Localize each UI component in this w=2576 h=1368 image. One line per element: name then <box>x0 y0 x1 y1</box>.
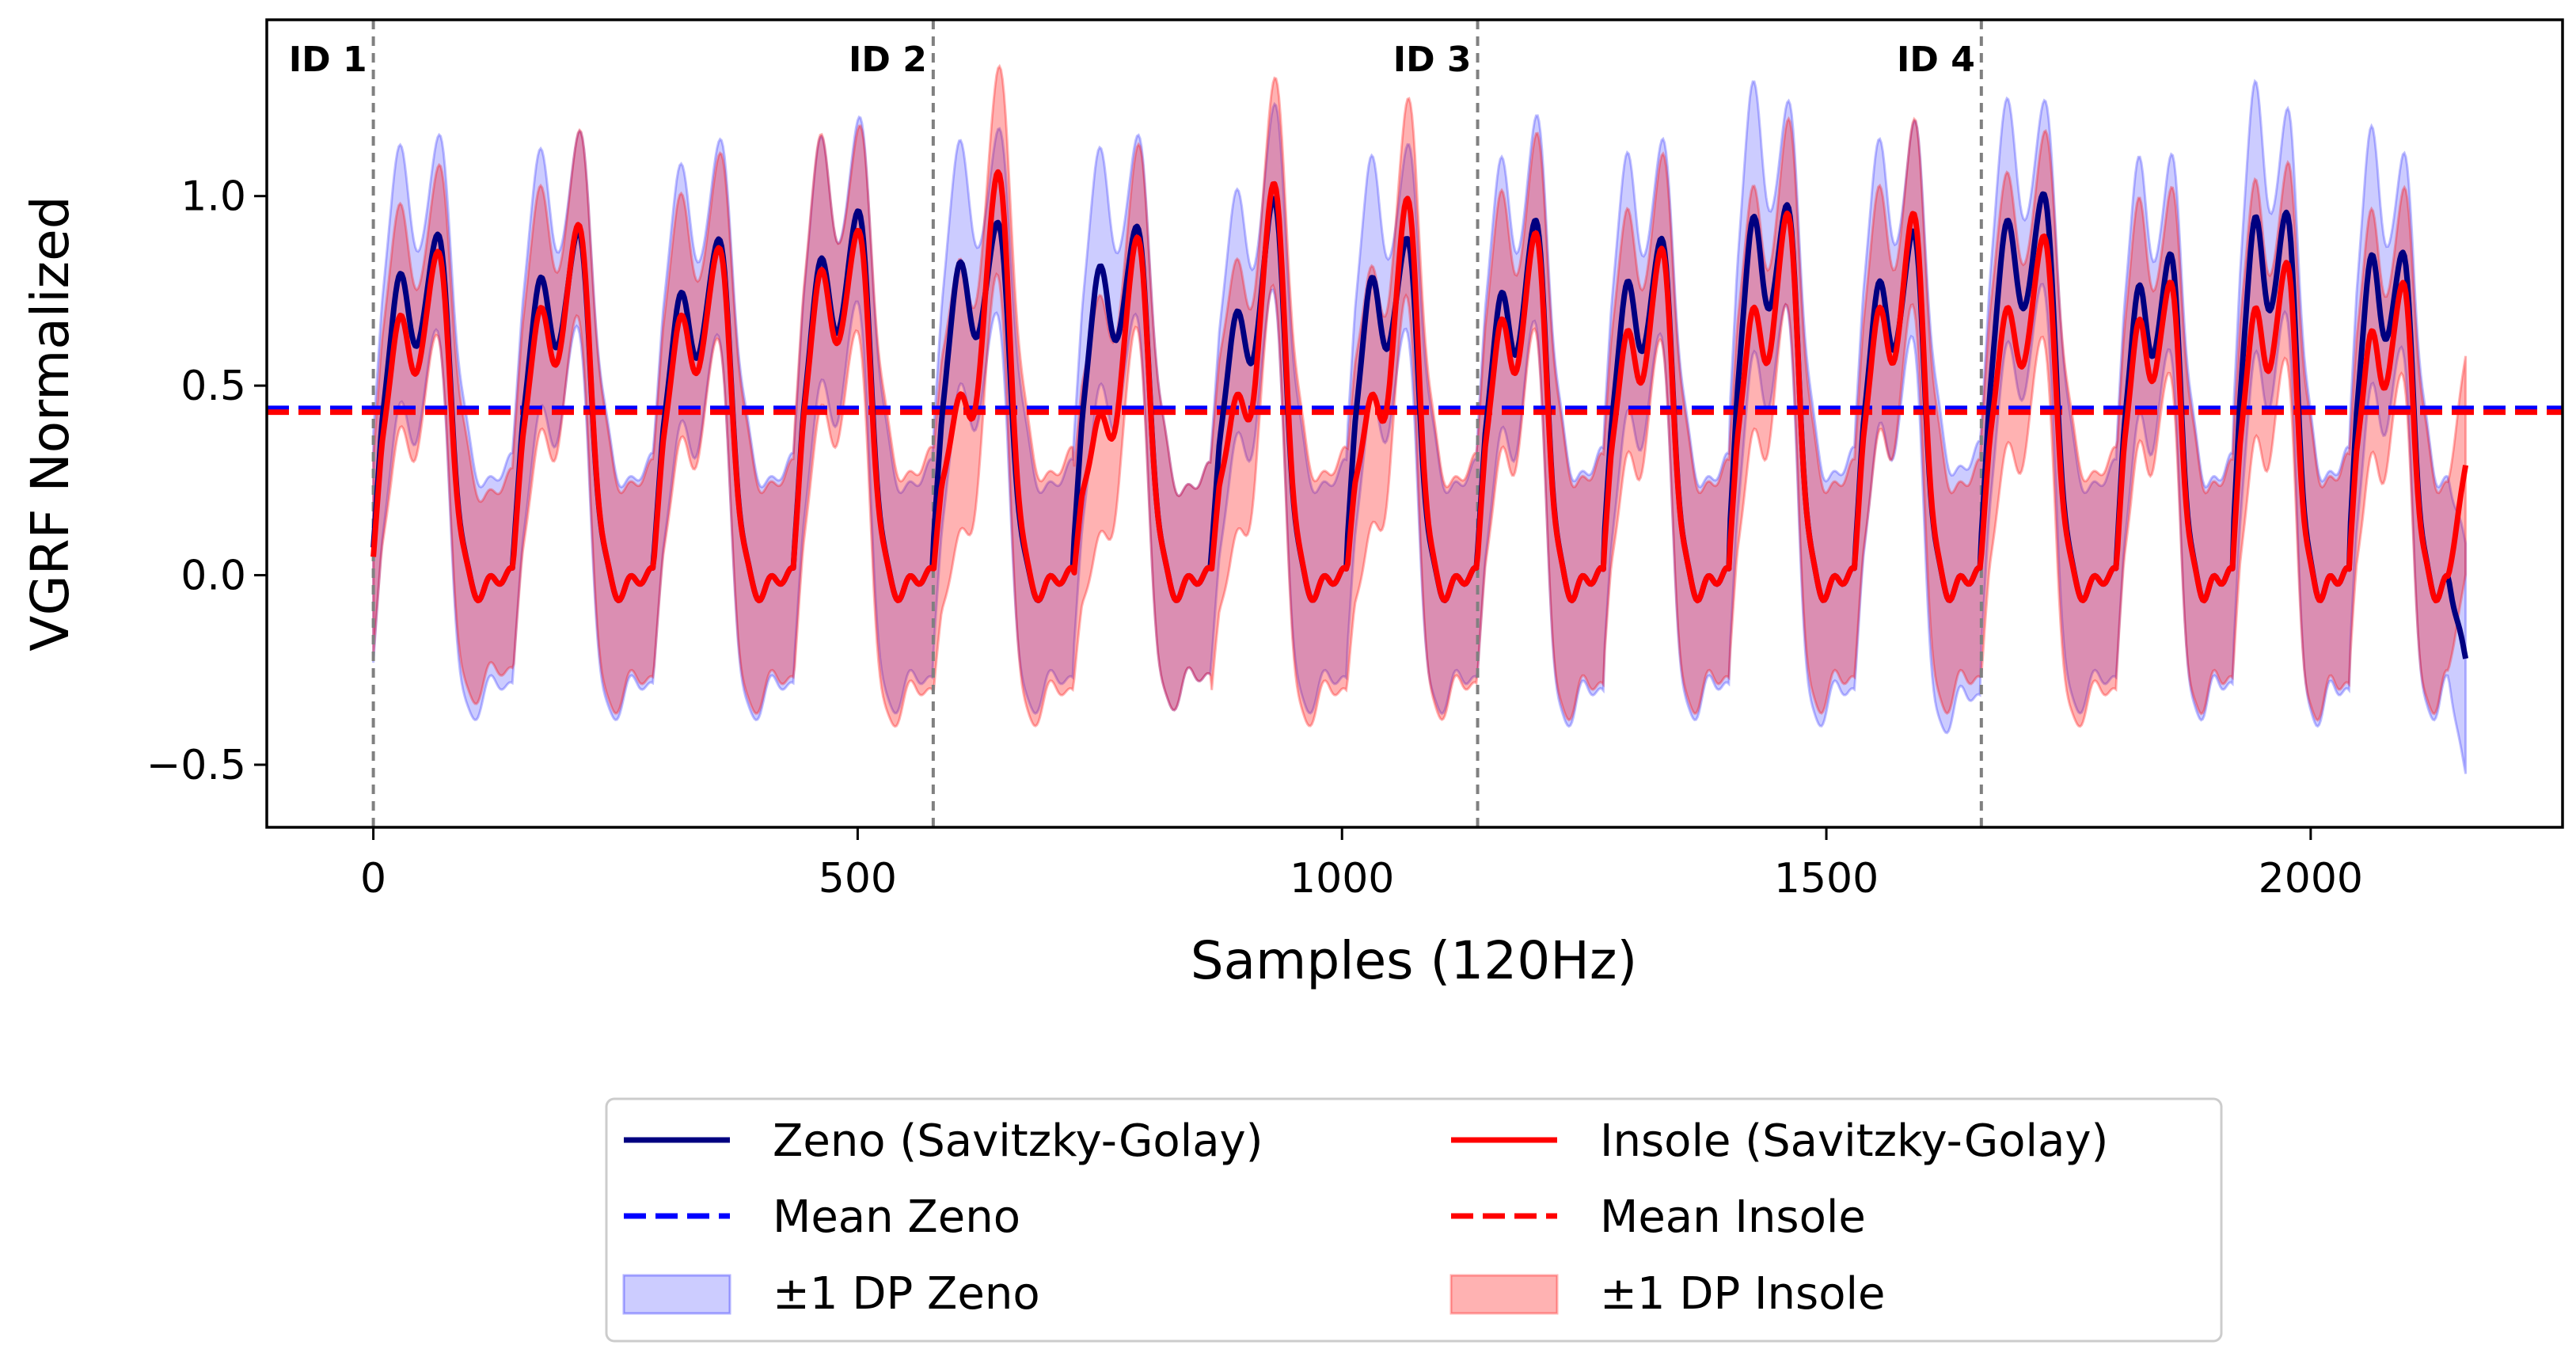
legend-swatch-6 <box>1449 1274 1559 1315</box>
y-tick-label: 0.0 <box>180 553 246 600</box>
y-tick-label: 1.0 <box>180 173 246 221</box>
x-tick-label: 1000 <box>1290 855 1394 902</box>
trial-marker-labels: ID 1 ID 2 ID 3 ID 4 <box>289 40 1975 80</box>
legend-label-3: Mean Zeno <box>773 1191 1020 1243</box>
y-axis-title: VGRF Normalized <box>20 196 81 651</box>
legend-label-4: Mean Insole <box>1600 1191 1866 1243</box>
legend-label-5: ±1 DP Zeno <box>773 1268 1040 1320</box>
legend-label-2: Insole (Savitzky-Golay) <box>1600 1115 2108 1167</box>
trial-marker-label-3: ID 3 <box>1393 40 1472 80</box>
legend: Zeno (Savitzky-Golay) Insole (Savitzky-Go… <box>605 1097 2223 1343</box>
mean-lines <box>267 405 2563 416</box>
y-tick-label: 0.5 <box>180 363 246 410</box>
legend-entries: Zeno (Savitzky-Golay) Insole (Savitzky-Go… <box>622 1115 2108 1320</box>
trial-marker-label-2: ID 2 <box>849 40 927 80</box>
plot-area <box>267 20 2563 827</box>
legend-swatch-5 <box>622 1274 731 1315</box>
x-axis-ticks: 0 500 1000 1500 2000 <box>360 827 2363 902</box>
plot-frame <box>265 18 2564 829</box>
trial-marker-label-1: ID 1 <box>289 40 367 80</box>
x-axis-title: Samples (120Hz) <box>1191 930 1638 991</box>
legend-label-6: ±1 DP Insole <box>1600 1268 1886 1320</box>
y-axis-ticks: −0.5 0.0 0.5 1.0 <box>146 173 267 789</box>
trial-boundaries <box>371 20 1983 827</box>
x-tick-label: 0 <box>360 855 386 902</box>
x-tick-label: 2000 <box>2259 855 2363 902</box>
y-tick-label: −0.5 <box>146 742 246 789</box>
insole-line <box>370 169 2469 604</box>
x-tick-label: 500 <box>819 855 897 902</box>
trial-marker-label-4: ID 4 <box>1897 40 1975 80</box>
x-tick-label: 1500 <box>1774 855 1879 902</box>
legend-frame <box>605 1097 2223 1343</box>
legend-label-1: Zeno (Savitzky-Golay) <box>773 1115 1263 1167</box>
signal-lines <box>370 169 2469 659</box>
